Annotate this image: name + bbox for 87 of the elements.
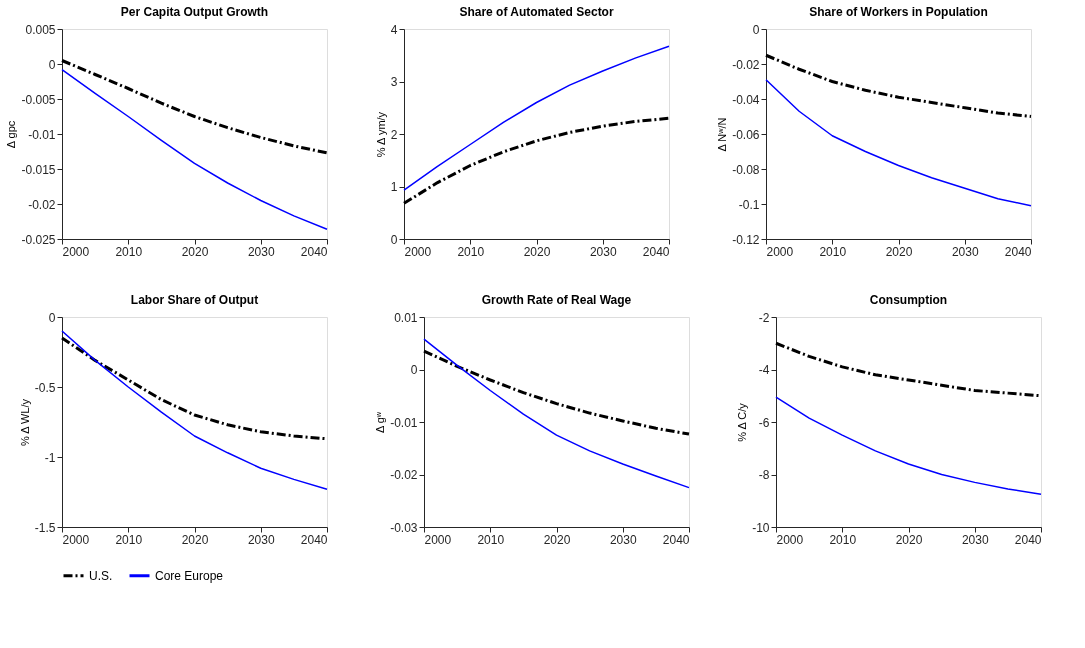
line-series bbox=[775, 396, 1042, 495]
x-tick-label: 2020 bbox=[885, 244, 913, 259]
y-tick-label: -0.12 bbox=[732, 232, 760, 247]
y-tick-label: 4 bbox=[390, 22, 398, 37]
y-tick-label: -10 bbox=[752, 520, 770, 535]
y-tick-label: -4 bbox=[758, 363, 770, 377]
y-tick-label: -0.015 bbox=[21, 162, 56, 177]
chart-title: Labor Share of Output bbox=[130, 293, 259, 307]
y-tick-label: -6 bbox=[758, 415, 770, 430]
y-tick-label: -0.08 bbox=[732, 162, 760, 177]
line-series bbox=[61, 330, 328, 490]
y-tick-label: 0.005 bbox=[25, 22, 56, 37]
x-tick-label: 2040 bbox=[300, 244, 328, 259]
y-tick-label: 0 bbox=[752, 22, 760, 37]
x-tick-label: 2020 bbox=[523, 244, 551, 259]
x-tick-label: 2010 bbox=[829, 532, 857, 547]
y-tick-label: -0.005 bbox=[21, 92, 56, 107]
y-tick-label: -1 bbox=[44, 450, 56, 465]
x-tick-label: 2010 bbox=[115, 532, 143, 547]
x-tick-label: 2040 bbox=[662, 532, 690, 547]
chart-title: Share of Workers in Population bbox=[809, 5, 988, 19]
line-series bbox=[60, 59, 329, 155]
x-tick-label: 2040 bbox=[300, 532, 328, 547]
y-axis-title: % Δ WL/y bbox=[18, 398, 31, 447]
x-tick-label: 2000 bbox=[62, 532, 90, 547]
x-tick-label: 2030 bbox=[247, 244, 275, 259]
y-tick-label: 1 bbox=[390, 180, 398, 194]
x-tick-label: 2030 bbox=[589, 244, 617, 259]
legend-label: U.S. bbox=[89, 568, 113, 583]
y-tick-label: 2 bbox=[390, 127, 398, 142]
y-tick-label: 0 bbox=[48, 57, 56, 72]
line-series bbox=[422, 349, 691, 436]
x-tick-label: 2000 bbox=[776, 532, 804, 547]
y-tick-label: -2 bbox=[758, 310, 770, 325]
x-tick-label: 2010 bbox=[457, 244, 485, 259]
legend-label: Core Europe bbox=[155, 568, 224, 583]
x-tick-label: 2020 bbox=[181, 244, 209, 259]
y-tick-label: 0 bbox=[390, 232, 398, 247]
chart-title: Growth Rate of Real Wage bbox=[481, 293, 632, 307]
y-tick-label: -0.02 bbox=[28, 197, 56, 212]
x-tick-label: 2030 bbox=[609, 532, 637, 547]
x-tick-label: 2030 bbox=[951, 244, 979, 259]
x-tick-label: 2040 bbox=[642, 244, 670, 259]
y-axis-title: % Δ ym/y bbox=[374, 111, 387, 158]
y-tick-label: -0.01 bbox=[28, 127, 56, 142]
x-tick-label: 2010 bbox=[819, 244, 847, 259]
y-tick-label: -0.06 bbox=[732, 127, 760, 142]
line-series bbox=[764, 53, 1033, 118]
x-tick-label: 2020 bbox=[543, 532, 571, 547]
y-tick-label: -0.03 bbox=[390, 520, 418, 535]
x-tick-label: 2030 bbox=[961, 532, 989, 547]
y-tick-label: -0.01 bbox=[390, 415, 418, 430]
x-tick-label: 2030 bbox=[247, 532, 275, 547]
x-tick-label: 2000 bbox=[424, 532, 452, 547]
line-series bbox=[765, 79, 1032, 207]
x-tick-label: 2040 bbox=[1004, 244, 1032, 259]
y-axis-title: Δ Nʷ/N bbox=[716, 117, 729, 152]
y-tick-label: -0.1 bbox=[738, 197, 760, 212]
chart-title: Consumption bbox=[869, 293, 948, 307]
x-tick-label: 2040 bbox=[1014, 532, 1042, 547]
y-tick-label: 0 bbox=[410, 363, 418, 377]
x-tick-label: 2010 bbox=[115, 244, 143, 259]
x-tick-label: 2000 bbox=[62, 244, 90, 259]
y-axis-title: % Δ C/y bbox=[736, 402, 749, 442]
y-tick-label: -8 bbox=[758, 468, 770, 482]
y-tick-label: -0.025 bbox=[21, 232, 56, 247]
x-tick-label: 2020 bbox=[181, 532, 209, 547]
line-series bbox=[403, 45, 670, 191]
y-tick-label: 0.01 bbox=[394, 310, 418, 325]
y-tick-label: -0.02 bbox=[732, 57, 760, 72]
y-tick-label: -1.5 bbox=[34, 520, 56, 535]
y-tick-label: -0.02 bbox=[390, 468, 418, 482]
line-series bbox=[423, 338, 690, 489]
y-axis-title: Δ gpc bbox=[5, 120, 18, 149]
y-tick-label: -0.04 bbox=[732, 92, 760, 107]
y-tick-label: 0 bbox=[48, 310, 56, 325]
x-tick-label: 2020 bbox=[895, 532, 923, 547]
line-series bbox=[402, 116, 671, 205]
chart-title: Share of Automated Sector bbox=[459, 5, 614, 19]
y-axis-title: Δ gʷ bbox=[374, 411, 387, 434]
y-tick-label: 3 bbox=[390, 75, 398, 89]
chart-title: Per Capita Output Growth bbox=[120, 5, 269, 19]
x-tick-label: 2010 bbox=[477, 532, 505, 547]
x-tick-label: 2000 bbox=[766, 244, 794, 259]
x-tick-label: 2000 bbox=[404, 244, 432, 259]
line-series bbox=[61, 68, 328, 230]
y-tick-label: -0.5 bbox=[34, 380, 56, 395]
